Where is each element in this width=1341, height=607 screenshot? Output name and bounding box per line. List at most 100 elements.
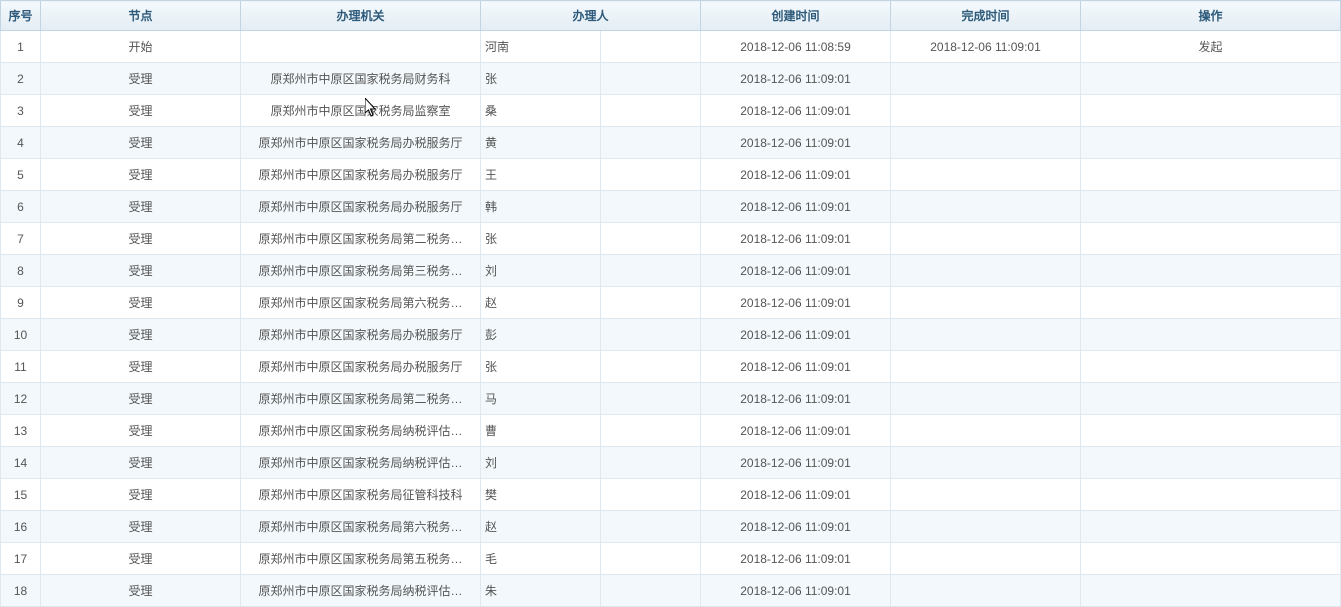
cell-handler: 河南 <box>481 31 601 63</box>
table-row[interactable]: 16受理原郑州市中原区国家税务局第六税务…赵2018-12-06 11:09:0… <box>1 511 1341 543</box>
cell-gap <box>601 319 701 351</box>
cell-agency: 原郑州市中原区国家税务局第二税务… <box>241 223 481 255</box>
cell-action <box>1081 319 1341 351</box>
cell-completed <box>891 351 1081 383</box>
header-created[interactable]: 创建时间 <box>701 1 891 31</box>
cell-handler: 彭 <box>481 319 601 351</box>
cell-handler: 张 <box>481 63 601 95</box>
cell-seq: 11 <box>1 351 41 383</box>
cell-action <box>1081 415 1341 447</box>
table-row[interactable]: 13受理原郑州市中原区国家税务局纳税评估…曹2018-12-06 11:09:0… <box>1 415 1341 447</box>
header-row: 序号 节点 办理机关 办理人 创建时间 完成时间 操作 <box>1 1 1341 31</box>
header-node[interactable]: 节点 <box>41 1 241 31</box>
cell-created: 2018-12-06 11:09:01 <box>701 127 891 159</box>
cell-created: 2018-12-06 11:09:01 <box>701 447 891 479</box>
cell-created: 2018-12-06 11:09:01 <box>701 159 891 191</box>
cell-agency: 原郑州市中原区国家税务局第六税务… <box>241 287 481 319</box>
table-row[interactable]: 10受理原郑州市中原区国家税务局办税服务厅彭2018-12-06 11:09:0… <box>1 319 1341 351</box>
cell-action <box>1081 159 1341 191</box>
cell-agency <box>241 31 481 63</box>
cell-node: 受理 <box>41 287 241 319</box>
cell-seq: 5 <box>1 159 41 191</box>
cell-completed <box>891 383 1081 415</box>
cell-agency: 原郑州市中原区国家税务局第五税务… <box>241 543 481 575</box>
cell-created: 2018-12-06 11:09:01 <box>701 415 891 447</box>
cell-handler: 樊 <box>481 479 601 511</box>
cell-created: 2018-12-06 11:09:01 <box>701 287 891 319</box>
cell-handler: 刘 <box>481 447 601 479</box>
cell-node: 受理 <box>41 255 241 287</box>
table-header: 序号 节点 办理机关 办理人 创建时间 完成时间 操作 <box>1 1 1341 31</box>
cell-gap <box>601 479 701 511</box>
cell-gap <box>601 351 701 383</box>
cell-node: 受理 <box>41 223 241 255</box>
cell-action <box>1081 191 1341 223</box>
cell-action <box>1081 127 1341 159</box>
table-row[interactable]: 1开始河南2018-12-06 11:08:592018-12-06 11:09… <box>1 31 1341 63</box>
cell-completed <box>891 159 1081 191</box>
cell-gap <box>601 63 701 95</box>
cell-gap <box>601 543 701 575</box>
table-row[interactable]: 12受理原郑州市中原区国家税务局第二税务…马2018-12-06 11:09:0… <box>1 383 1341 415</box>
header-seq[interactable]: 序号 <box>1 1 41 31</box>
cell-action <box>1081 479 1341 511</box>
cell-handler: 桑 <box>481 95 601 127</box>
cell-node: 开始 <box>41 31 241 63</box>
cell-seq: 4 <box>1 127 41 159</box>
cell-completed <box>891 319 1081 351</box>
cell-gap <box>601 223 701 255</box>
cell-agency: 原郑州市中原区国家税务局第六税务… <box>241 511 481 543</box>
table-row[interactable]: 8受理原郑州市中原区国家税务局第三税务…刘2018-12-06 11:09:01 <box>1 255 1341 287</box>
cell-node: 受理 <box>41 159 241 191</box>
cell-gap <box>601 255 701 287</box>
header-handler[interactable]: 办理人 <box>481 1 701 31</box>
header-agency[interactable]: 办理机关 <box>241 1 481 31</box>
table-row[interactable]: 6受理原郑州市中原区国家税务局办税服务厅韩2018-12-06 11:09:01 <box>1 191 1341 223</box>
cell-agency: 原郑州市中原区国家税务局财务科 <box>241 63 481 95</box>
table-row[interactable]: 4受理原郑州市中原区国家税务局办税服务厅黄2018-12-06 11:09:01 <box>1 127 1341 159</box>
cell-seq: 16 <box>1 511 41 543</box>
cell-agency: 原郑州市中原区国家税务局纳税评估… <box>241 415 481 447</box>
table-row[interactable]: 2受理原郑州市中原区国家税务局财务科张2018-12-06 11:09:01 <box>1 63 1341 95</box>
cell-node: 受理 <box>41 319 241 351</box>
cell-agency: 原郑州市中原区国家税务局办税服务厅 <box>241 319 481 351</box>
table-row[interactable]: 17受理原郑州市中原区国家税务局第五税务…毛2018-12-06 11:09:0… <box>1 543 1341 575</box>
cell-created: 2018-12-06 11:09:01 <box>701 223 891 255</box>
cell-agency: 原郑州市中原区国家税务局第三税务… <box>241 255 481 287</box>
cell-completed <box>891 415 1081 447</box>
cell-node: 受理 <box>41 447 241 479</box>
cell-created: 2018-12-06 11:09:01 <box>701 95 891 127</box>
cell-completed <box>891 447 1081 479</box>
cell-node: 受理 <box>41 351 241 383</box>
cell-seq: 13 <box>1 415 41 447</box>
header-action[interactable]: 操作 <box>1081 1 1341 31</box>
cell-node: 受理 <box>41 543 241 575</box>
cell-agency: 原郑州市中原区国家税务局纳税评估… <box>241 447 481 479</box>
cell-seq: 6 <box>1 191 41 223</box>
cell-created: 2018-12-06 11:09:01 <box>701 63 891 95</box>
table-row[interactable]: 5受理原郑州市中原区国家税务局办税服务厅王2018-12-06 11:09:01 <box>1 159 1341 191</box>
cell-node: 受理 <box>41 511 241 543</box>
cell-handler: 张 <box>481 351 601 383</box>
table-row[interactable]: 9受理原郑州市中原区国家税务局第六税务…赵2018-12-06 11:09:01 <box>1 287 1341 319</box>
cell-handler: 曹 <box>481 415 601 447</box>
cell-handler: 王 <box>481 159 601 191</box>
cell-seq: 10 <box>1 319 41 351</box>
table-row[interactable]: 3受理原郑州市中原区国家税务局监察室桑2018-12-06 11:09:01 <box>1 95 1341 127</box>
cell-completed <box>891 127 1081 159</box>
cell-handler: 黄 <box>481 127 601 159</box>
cell-handler: 张 <box>481 223 601 255</box>
table-row[interactable]: 7受理原郑州市中原区国家税务局第二税务…张2018-12-06 11:09:01 <box>1 223 1341 255</box>
table-row[interactable]: 11受理原郑州市中原区国家税务局办税服务厅张2018-12-06 11:09:0… <box>1 351 1341 383</box>
table-body: 1开始河南2018-12-06 11:08:592018-12-06 11:09… <box>1 31 1341 607</box>
cell-created: 2018-12-06 11:09:01 <box>701 351 891 383</box>
cell-handler: 马 <box>481 383 601 415</box>
table-container: 序号 节点 办理机关 办理人 创建时间 完成时间 操作 1开始河南2018-12… <box>0 0 1341 607</box>
cell-node: 受理 <box>41 191 241 223</box>
header-completed[interactable]: 完成时间 <box>891 1 1081 31</box>
table-row[interactable]: 15受理原郑州市中原区国家税务局征管科技科樊2018-12-06 11:09:0… <box>1 479 1341 511</box>
cell-created: 2018-12-06 11:09:01 <box>701 543 891 575</box>
cell-node: 受理 <box>41 63 241 95</box>
table-row[interactable]: 14受理原郑州市中原区国家税务局纳税评估…刘2018-12-06 11:09:0… <box>1 447 1341 479</box>
cell-handler: 毛 <box>481 543 601 575</box>
